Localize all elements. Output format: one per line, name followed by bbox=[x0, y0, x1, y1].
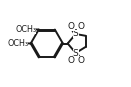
Text: S: S bbox=[73, 48, 79, 58]
Text: O: O bbox=[68, 22, 75, 31]
Text: O: O bbox=[77, 22, 84, 31]
Text: O: O bbox=[20, 39, 27, 48]
Text: O: O bbox=[68, 56, 75, 65]
Text: S: S bbox=[73, 29, 79, 39]
Text: O: O bbox=[28, 25, 35, 34]
Text: O: O bbox=[77, 56, 84, 65]
Text: OCH₃: OCH₃ bbox=[15, 25, 36, 34]
Text: OCH₃: OCH₃ bbox=[7, 39, 28, 48]
